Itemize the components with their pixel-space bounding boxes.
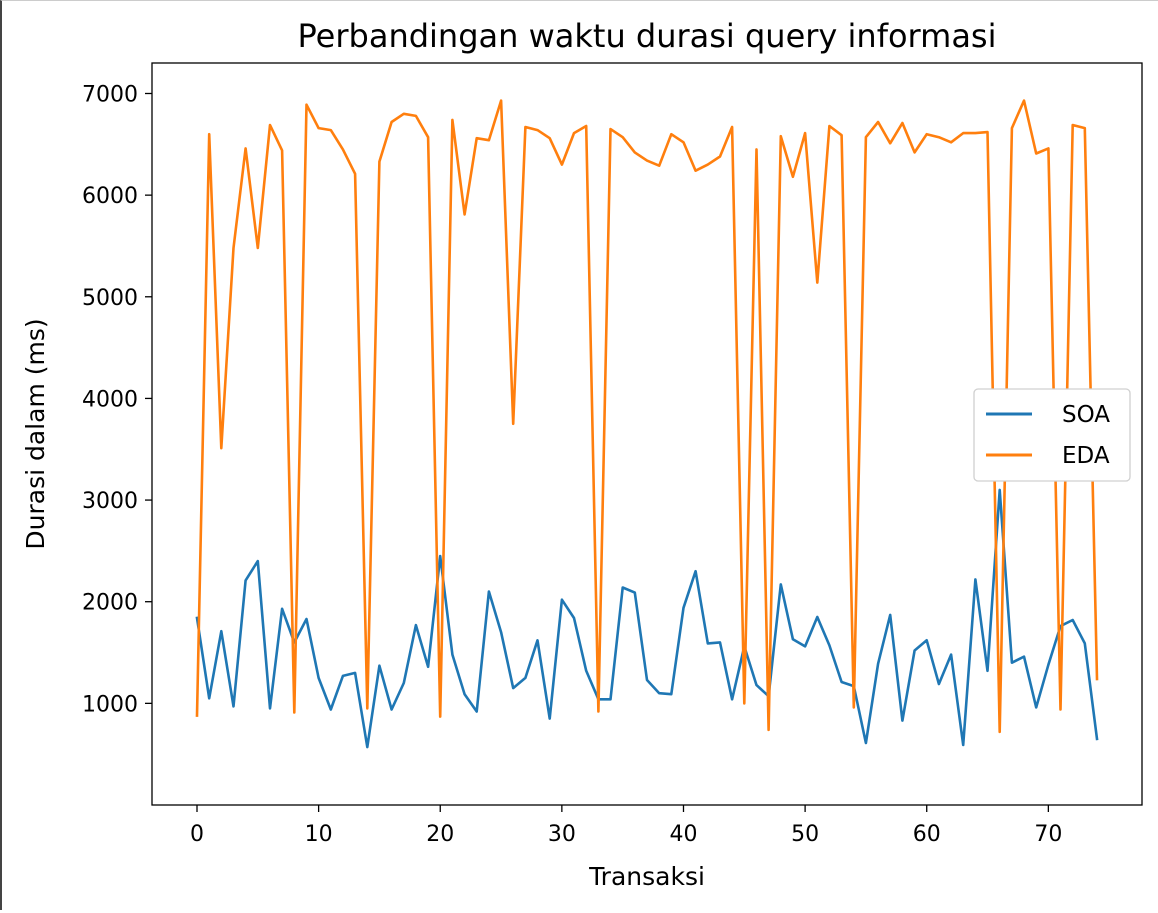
- x-tick-label: 20: [426, 822, 454, 847]
- legend-label-eda: EDA: [1062, 443, 1110, 469]
- chart-title: Perbandingan waktu durasi query informas…: [298, 17, 997, 55]
- y-tick-label: 3000: [82, 489, 138, 514]
- y-tick-label: 4000: [82, 387, 138, 412]
- y-tick-label: 6000: [82, 184, 138, 209]
- y-tick-label: 5000: [82, 286, 138, 311]
- series-line-soa: [195, 488, 1099, 749]
- x-axis-label: Transaksi: [588, 862, 705, 891]
- x-tick-label: 50: [791, 822, 819, 847]
- y-axis-label: Durasi dalam (ms): [21, 318, 50, 549]
- y-tick-label: 2000: [82, 591, 138, 616]
- y-tick-label: 7000: [82, 82, 138, 107]
- plot-area: [151, 62, 1143, 806]
- legend: SOA EDA: [973, 388, 1131, 482]
- series-line-eda: [195, 99, 1099, 734]
- legend-label-soa: SOA: [1062, 402, 1110, 428]
- x-tick-label: 70: [1034, 822, 1062, 847]
- x-tick-label: 60: [913, 822, 941, 847]
- x-tick-label: 40: [669, 822, 697, 847]
- x-tick-label: 30: [548, 822, 576, 847]
- y-axis: 1000 2000 3000 4000 5000 6000 7000: [82, 82, 152, 717]
- series-layer: [195, 99, 1099, 749]
- legend-box: [973, 388, 1131, 482]
- y-tick-label: 1000: [82, 692, 138, 717]
- x-axis: 0 10 20 30 40 50 60 70: [190, 805, 1062, 847]
- x-tick-label: 0: [190, 822, 204, 847]
- x-tick-label: 10: [305, 822, 333, 847]
